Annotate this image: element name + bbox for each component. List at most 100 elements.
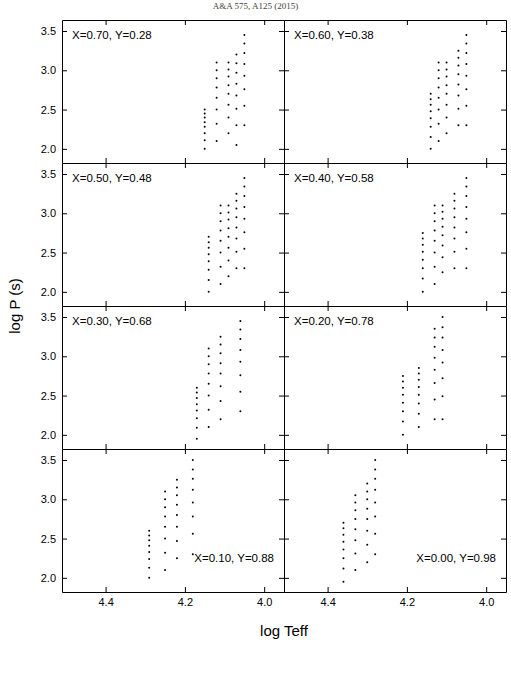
tick-mark xyxy=(62,317,67,318)
point xyxy=(442,316,444,318)
tick-mark xyxy=(106,20,107,25)
tick xyxy=(486,20,487,25)
point xyxy=(204,116,206,118)
point xyxy=(402,387,404,389)
axis-line xyxy=(284,307,285,450)
tick xyxy=(264,306,265,311)
tick-mark xyxy=(279,292,284,293)
axis-line xyxy=(284,307,285,450)
point xyxy=(442,226,444,228)
tick-mark xyxy=(106,449,107,454)
panel: X=0.60, Y=0.38 xyxy=(284,20,507,164)
tick xyxy=(501,460,506,461)
axis-line xyxy=(62,21,63,164)
tick-mark xyxy=(407,444,408,449)
tick-mark xyxy=(264,158,265,163)
tick xyxy=(279,460,284,461)
point xyxy=(374,501,376,503)
point xyxy=(228,69,230,71)
points xyxy=(422,177,468,293)
tick-mark xyxy=(501,213,506,214)
tick xyxy=(279,110,284,111)
point xyxy=(235,83,237,85)
tick xyxy=(279,149,284,150)
tick-mark xyxy=(501,356,506,357)
point xyxy=(438,109,440,111)
point xyxy=(235,62,237,64)
point xyxy=(235,208,237,210)
tick-mark xyxy=(185,587,186,592)
tick xyxy=(328,449,329,454)
tick-label: 4.2 xyxy=(178,596,193,608)
point xyxy=(196,417,198,419)
y-axis-right xyxy=(279,164,285,307)
point xyxy=(442,245,444,247)
point xyxy=(434,336,436,338)
point xyxy=(374,533,376,535)
tick-mark xyxy=(328,306,329,311)
tick xyxy=(284,213,289,214)
panel: 4.44.24.02.02.53.03.5X=0.10, Y=0.88 xyxy=(41,449,285,608)
axis-line xyxy=(63,306,285,307)
tick xyxy=(279,292,284,293)
point xyxy=(243,124,245,126)
point xyxy=(342,567,344,569)
tick xyxy=(279,31,284,32)
point xyxy=(228,104,230,106)
tick-mark xyxy=(407,449,408,454)
axis-line xyxy=(285,306,507,307)
point xyxy=(208,426,210,428)
tick xyxy=(185,158,186,163)
point xyxy=(235,94,237,96)
axis-line xyxy=(285,163,507,164)
x-axis-top xyxy=(285,20,507,25)
tick: 2.5 xyxy=(41,533,67,545)
point xyxy=(354,528,356,530)
tick: 3.0 xyxy=(41,64,67,76)
point xyxy=(354,501,356,503)
point xyxy=(192,533,194,535)
y-axis: 2.02.53.03.5 xyxy=(41,164,67,307)
tick-label: 3.0 xyxy=(41,493,56,505)
tick-mark xyxy=(62,578,67,579)
axis-line xyxy=(63,306,285,307)
tick-mark xyxy=(501,253,506,254)
tick-mark xyxy=(62,435,67,436)
x-axis-top xyxy=(63,449,285,454)
point xyxy=(465,75,467,77)
point xyxy=(148,558,150,560)
tick: 4.4 xyxy=(98,587,113,608)
tick xyxy=(185,163,186,168)
tick xyxy=(328,306,329,311)
x-axis: 4.44.24.0 xyxy=(63,587,285,608)
tick-mark xyxy=(284,149,289,150)
point xyxy=(192,478,194,480)
point xyxy=(453,251,455,253)
point xyxy=(164,552,166,554)
tick xyxy=(279,356,284,357)
point xyxy=(220,252,222,254)
tick-label: 2.0 xyxy=(41,143,56,155)
tick xyxy=(284,396,289,397)
tick-mark xyxy=(328,20,329,25)
tick xyxy=(486,158,487,163)
point xyxy=(220,266,222,268)
tick-mark xyxy=(486,306,487,311)
tick xyxy=(486,444,487,449)
point xyxy=(220,212,222,214)
point xyxy=(208,260,210,262)
axis-line xyxy=(63,449,285,450)
point xyxy=(354,539,356,541)
point xyxy=(430,93,432,95)
tick-mark xyxy=(486,444,487,449)
point xyxy=(354,553,356,555)
point xyxy=(148,545,150,547)
point xyxy=(465,52,467,54)
axis-line xyxy=(506,450,507,593)
point xyxy=(235,226,237,228)
tick xyxy=(407,449,408,454)
point xyxy=(235,72,237,74)
point xyxy=(164,526,166,528)
tick xyxy=(264,301,265,306)
x-axis-title: log Teff xyxy=(260,622,309,639)
